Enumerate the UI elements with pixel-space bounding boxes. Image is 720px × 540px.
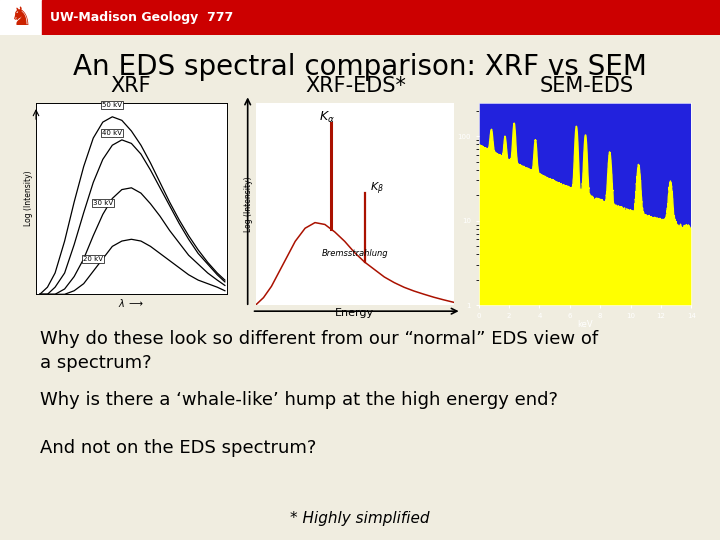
Text: Bremsstrahlung: Bremsstrahlung: [321, 249, 388, 258]
Text: $K_\alpha$: $K_\alpha$: [319, 110, 335, 125]
Text: 40 kV: 40 kV: [102, 130, 122, 136]
Text: 50 kV: 50 kV: [102, 102, 122, 108]
Text: UW-Madison Geology  777: UW-Madison Geology 777: [50, 11, 233, 24]
Bar: [0, 0, 42, 35]
Y-axis label: Log (Intensity): Log (Intensity): [244, 176, 253, 232]
Text: And not on the EDS spectrum?: And not on the EDS spectrum?: [40, 439, 316, 457]
Text: SEM-EDS: SEM-EDS: [540, 76, 634, 96]
X-axis label: $\lambda\;\longrightarrow$: $\lambda\;\longrightarrow$: [118, 297, 145, 309]
Text: XRF: XRF: [111, 76, 151, 96]
Text: Why do these look so different from our “normal” EDS view of
a spectrum?: Why do these look so different from our …: [40, 330, 598, 372]
Text: 20 kV: 20 kV: [84, 256, 103, 262]
X-axis label: Energy: Energy: [335, 308, 374, 318]
Text: $K_\beta$: $K_\beta$: [371, 180, 384, 197]
Text: 30 kV: 30 kV: [93, 200, 113, 206]
Text: ♞: ♞: [10, 6, 32, 30]
Text: XRF-EDS*: XRF-EDS*: [305, 76, 406, 96]
Y-axis label: Log (Intensity): Log (Intensity): [24, 171, 33, 226]
Text: * Highly simplified: * Highly simplified: [290, 511, 430, 526]
Text: An EDS spectral comparison: XRF vs SEM: An EDS spectral comparison: XRF vs SEM: [73, 53, 647, 80]
X-axis label: keV: keV: [577, 320, 593, 329]
Text: Why is there a ‘whale-like’ hump at the high energy end?: Why is there a ‘whale-like’ hump at the …: [40, 391, 557, 409]
